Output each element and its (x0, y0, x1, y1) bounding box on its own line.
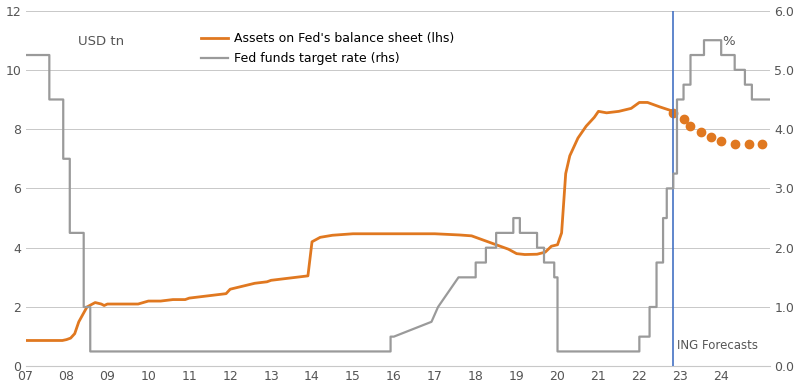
Text: %: % (722, 35, 734, 49)
Legend: Assets on Fed's balance sheet (lhs), Fed funds target rate (rhs): Assets on Fed's balance sheet (lhs), Fed… (196, 28, 460, 70)
Text: ING Forecasts: ING Forecasts (677, 339, 758, 352)
Text: USD tn: USD tn (78, 35, 124, 49)
